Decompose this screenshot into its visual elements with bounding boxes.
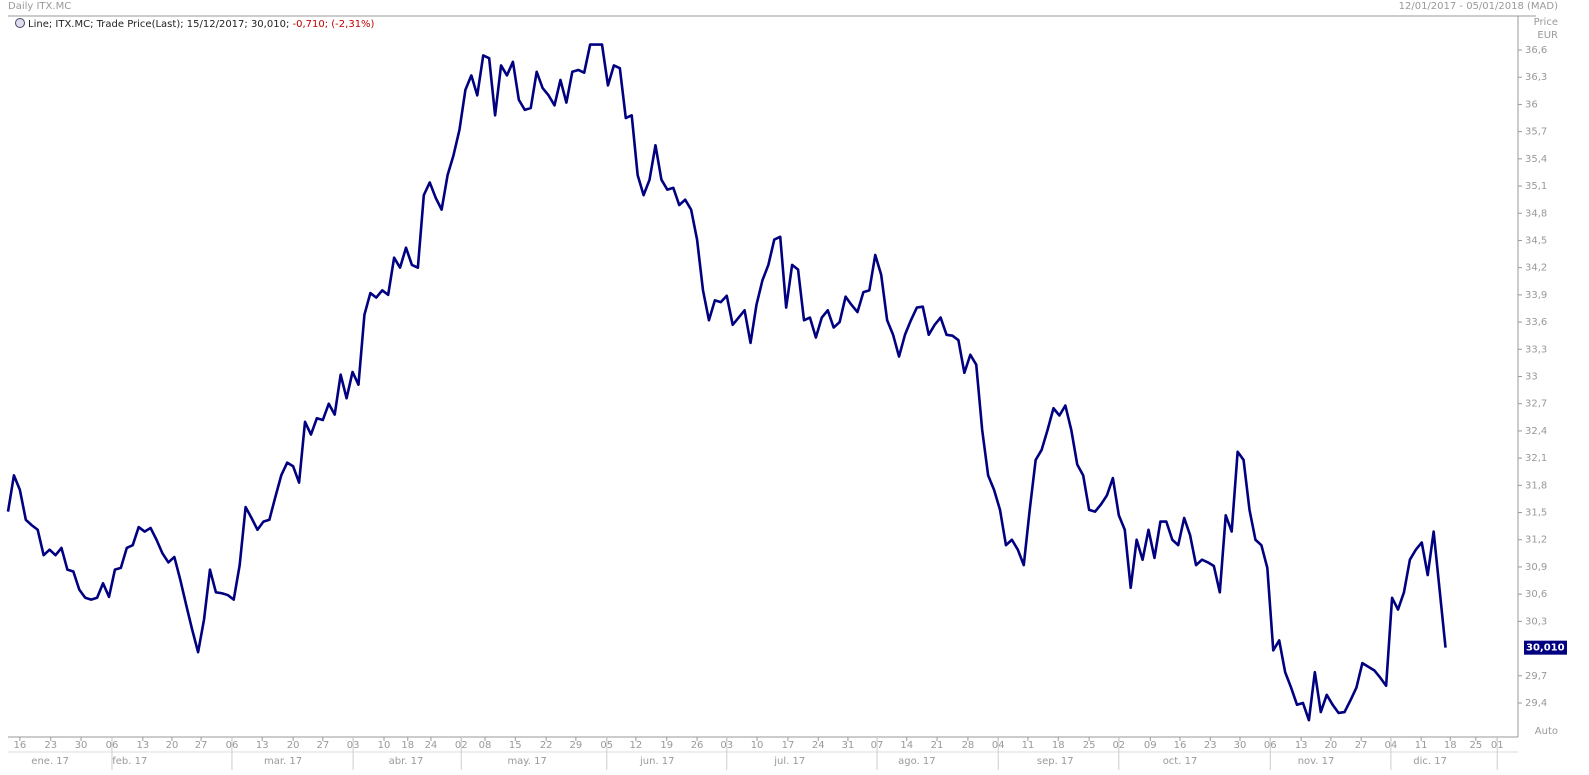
price-line [6, 43, 1447, 722]
month-label: abr. 17 [389, 756, 424, 767]
x-tick-label: 17 [782, 740, 795, 751]
x-tick-label: 13 [256, 740, 269, 751]
y-axis-label: Price [1534, 17, 1558, 28]
x-tick-label: 14 [900, 740, 913, 751]
x-tick-label: 18 [1444, 740, 1457, 751]
x-tick-label: 08 [479, 740, 492, 751]
month-label: oct. 17 [1163, 756, 1198, 767]
y-tick-label: 35,1 [1525, 181, 1547, 192]
month-label: feb. 17 [112, 756, 147, 767]
x-tick-label: 11 [1415, 740, 1428, 751]
y-tick-label: 30,3 [1525, 616, 1547, 627]
y-tick-label: 29,4 [1525, 698, 1547, 709]
month-label: ene. 17 [31, 756, 69, 767]
chart-title: Daily ITX.MC [8, 1, 71, 12]
y-tick-label: 33,6 [1525, 317, 1547, 328]
y-tick-label: 35,7 [1525, 127, 1547, 138]
y-scale-label: Auto [1535, 726, 1558, 737]
y-tick-label: 29,7 [1525, 671, 1547, 682]
x-tick-label: 30 [1234, 740, 1247, 751]
x-tick-label: 23 [1204, 740, 1217, 751]
y-tick-label: 32,1 [1525, 453, 1547, 464]
x-tick-label: 15 [509, 740, 522, 751]
y-tick-label: 32,7 [1525, 399, 1547, 410]
x-tick-label: 20 [287, 740, 300, 751]
x-tick-label: 10 [751, 740, 764, 751]
x-tick-label: 25 [1083, 740, 1096, 751]
y-tick-label: 36,3 [1525, 72, 1547, 83]
y-tick-label: 30,9 [1525, 562, 1547, 573]
x-tick-label: 24 [425, 740, 438, 751]
x-tick-label: 26 [691, 740, 704, 751]
x-tick-label: 27 [195, 740, 208, 751]
x-tick-label: 16 [14, 740, 27, 751]
x-tick-label: 09 [1144, 740, 1157, 751]
y-tick-label: 30,6 [1525, 589, 1547, 600]
month-label: may. 17 [507, 756, 546, 767]
x-tick-label: 16 [1174, 740, 1187, 751]
legend: Line; ITX.MC; Trade Price(Last); 15/12/2… [28, 19, 375, 30]
date-range: 12/01/2017 - 05/01/2018 (MAD) [1399, 1, 1558, 12]
x-tick-label: 23 [44, 740, 57, 751]
x-tick-label: 19 [660, 740, 673, 751]
x-tick-label: 25 [1469, 740, 1482, 751]
x-tick-label: 27 [1355, 740, 1368, 751]
x-tick-label: 12 [630, 740, 643, 751]
x-tick-label: 27 [316, 740, 329, 751]
x-tick-label: 18 [401, 740, 414, 751]
y-tick-label: 34,8 [1525, 208, 1547, 219]
legend-icon [15, 18, 25, 28]
month-label: dic. 17 [1413, 756, 1447, 767]
month-label: nov. 17 [1298, 756, 1335, 767]
month-label: jun. 17 [639, 756, 675, 767]
y-tick-label: 33 [1525, 372, 1538, 383]
x-tick-label: 21 [931, 740, 944, 751]
y-tick-label: 36,6 [1525, 45, 1547, 56]
y-tick-label: 32,4 [1525, 426, 1547, 437]
month-label: jul. 17 [773, 756, 805, 767]
legend-text: Line; ITX.MC; Trade Price(Last); 15/12/2… [28, 19, 293, 30]
x-tick-label: 13 [1295, 740, 1308, 751]
y-tick-label: 35,4 [1525, 154, 1547, 165]
month-label: mar. 17 [264, 756, 302, 767]
x-tick-label: 20 [1325, 740, 1338, 751]
y-tick-label: 31,2 [1525, 535, 1547, 546]
y-tick-label: 36 [1525, 99, 1538, 110]
legend-change: -0,710; (-2,31%) [293, 19, 375, 30]
x-tick-label: 29 [570, 740, 583, 751]
x-tick-label: 30 [75, 740, 88, 751]
y-tick-label: 33,9 [1525, 290, 1547, 301]
x-tick-label: 18 [1052, 740, 1065, 751]
y-axis-unit: EUR [1537, 30, 1558, 41]
x-tick-label: 20 [166, 740, 179, 751]
x-tick-label: 13 [136, 740, 149, 751]
x-tick-label: 22 [540, 740, 553, 751]
x-tick-label: 28 [962, 740, 975, 751]
x-tick-label: 11 [1022, 740, 1035, 751]
y-tick-label: 34,2 [1525, 263, 1547, 274]
y-tick-label: 34,5 [1525, 235, 1547, 246]
last-price-label: 30,010 [1526, 643, 1565, 654]
x-tick-label: 10 [378, 740, 391, 751]
x-tick-label: 24 [812, 740, 825, 751]
month-label: sep. 17 [1037, 756, 1074, 767]
y-tick-label: 33,3 [1525, 344, 1547, 355]
y-tick-label: 31,5 [1525, 508, 1547, 519]
last-price-box [1524, 640, 1567, 655]
month-label: ago. 17 [898, 756, 936, 767]
x-tick-label: 31 [842, 740, 855, 751]
y-tick-label: 31,8 [1525, 480, 1547, 491]
